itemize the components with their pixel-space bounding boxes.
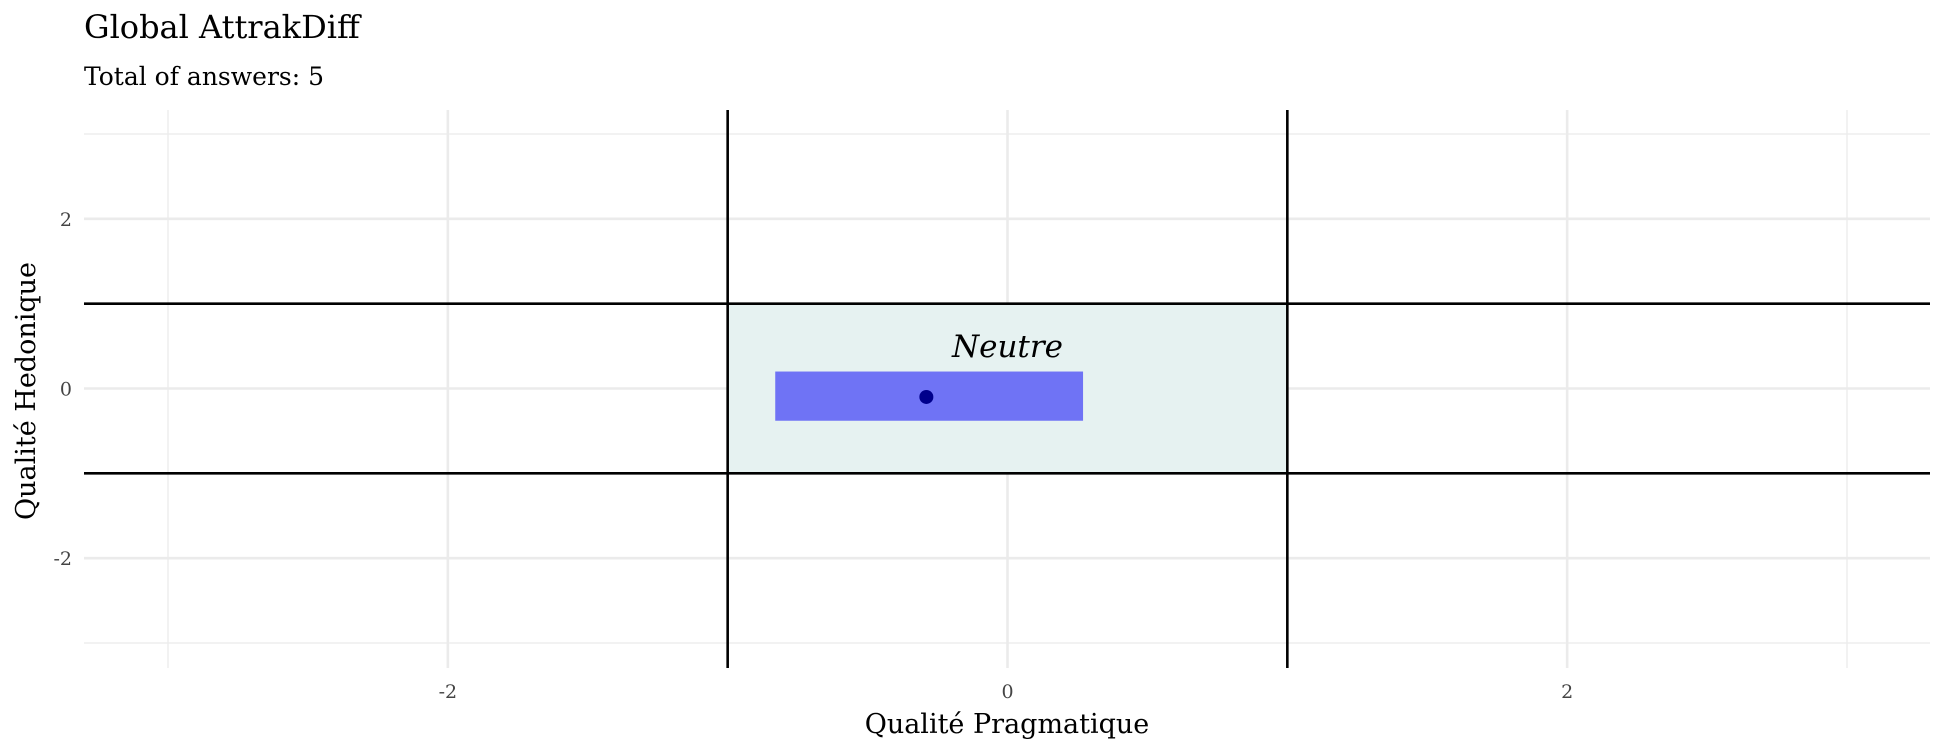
tick-labels: -2 0 2 2 0 -2 bbox=[53, 209, 1573, 703]
chart-title: Global AttrakDiff bbox=[84, 8, 362, 46]
y-tick-label: 2 bbox=[60, 209, 72, 231]
y-axis-title: Qualité Hedonique bbox=[11, 262, 42, 520]
divider-lines bbox=[84, 110, 1930, 668]
x-tick-label: 2 bbox=[1561, 681, 1573, 703]
x-axis-title: Qualité Pragmatique bbox=[865, 709, 1150, 740]
x-tick-label: 0 bbox=[1001, 681, 1013, 703]
regions: Neutre bbox=[727, 303, 1288, 474]
y-tick-label: -2 bbox=[53, 548, 72, 570]
y-tick-label: 0 bbox=[60, 379, 72, 401]
data-marks bbox=[919, 389, 934, 404]
data-point bbox=[919, 389, 934, 404]
region-label-neutre: Neutre bbox=[951, 329, 1063, 365]
x-tick-label: -2 bbox=[439, 681, 458, 703]
chart-subtitle: Total of answers: 5 bbox=[84, 62, 324, 91]
